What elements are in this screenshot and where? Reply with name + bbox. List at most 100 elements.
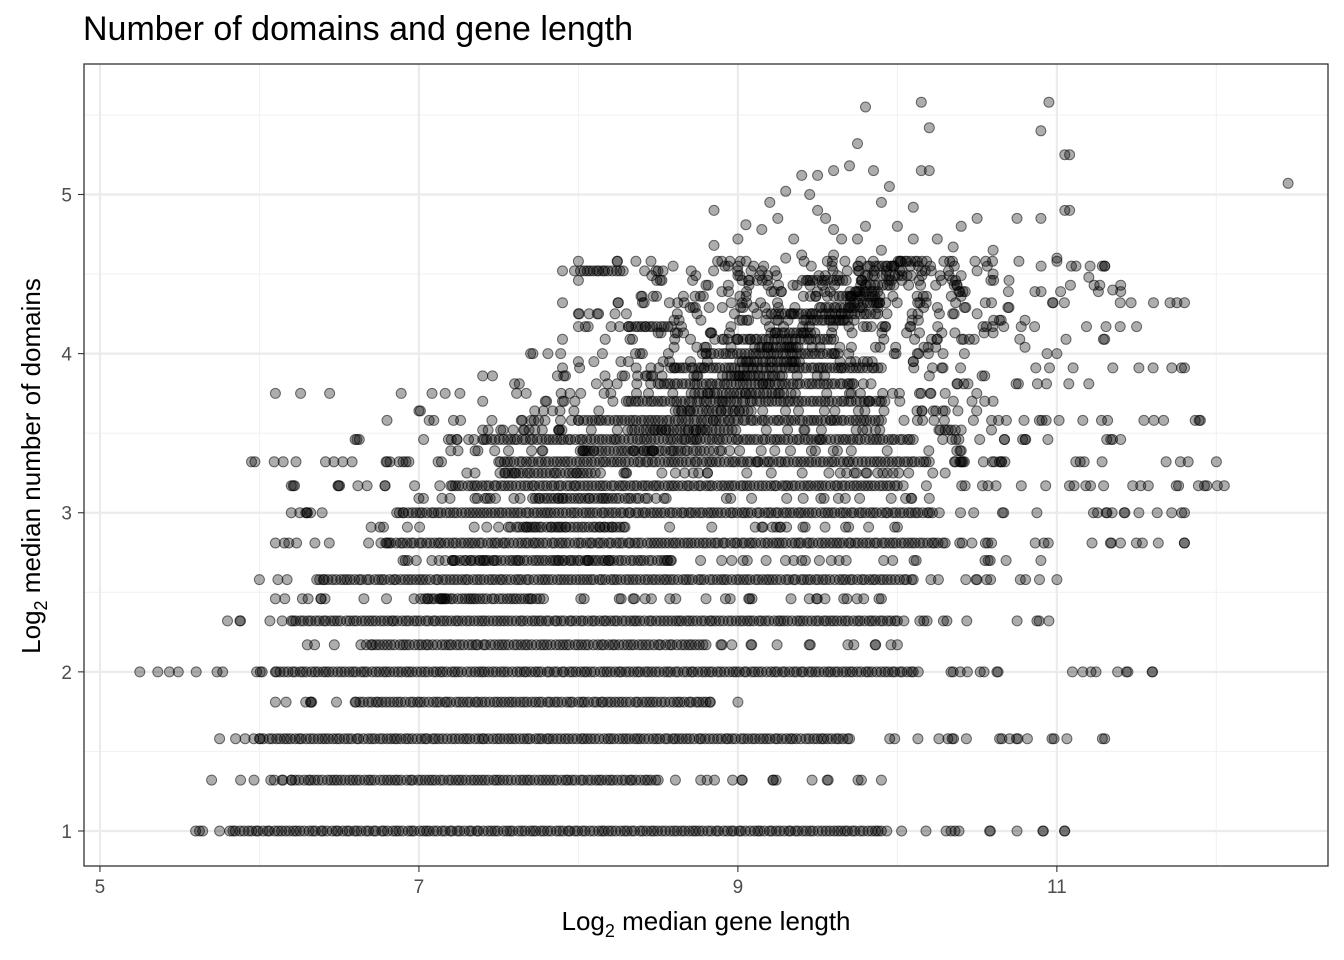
data-point bbox=[365, 521, 377, 533]
data-point bbox=[454, 639, 466, 651]
data-point bbox=[477, 424, 489, 436]
data-point bbox=[1066, 666, 1078, 678]
data-point bbox=[651, 290, 662, 302]
data-point bbox=[700, 639, 712, 651]
data-point bbox=[961, 666, 973, 678]
data-point bbox=[655, 327, 667, 339]
data-point bbox=[494, 774, 506, 786]
data-point bbox=[554, 521, 566, 533]
data-point bbox=[862, 666, 874, 678]
data-point bbox=[642, 666, 654, 678]
data-point bbox=[555, 348, 567, 360]
data-point bbox=[755, 445, 767, 457]
data-point bbox=[851, 666, 863, 678]
data-point bbox=[350, 774, 362, 786]
data-point bbox=[942, 424, 954, 436]
data-point bbox=[454, 696, 466, 708]
data-point bbox=[907, 666, 919, 678]
data-point bbox=[584, 492, 596, 504]
data-point bbox=[487, 370, 498, 382]
data-point bbox=[319, 593, 331, 605]
data-point bbox=[426, 387, 438, 399]
x-tick-label: 9 bbox=[733, 877, 744, 898]
data-point bbox=[269, 696, 281, 708]
data-point bbox=[520, 387, 532, 399]
data-point bbox=[923, 456, 935, 468]
data-point bbox=[1080, 480, 1092, 492]
data-point bbox=[1158, 414, 1170, 426]
data-point bbox=[741, 467, 753, 479]
data-point bbox=[822, 733, 833, 745]
data-point bbox=[323, 537, 335, 549]
data-point bbox=[880, 297, 892, 309]
data-point bbox=[774, 825, 786, 837]
data-point bbox=[479, 666, 491, 678]
data-point bbox=[419, 666, 431, 678]
data-point bbox=[406, 825, 417, 837]
data-point bbox=[1059, 825, 1071, 837]
data-point bbox=[955, 507, 966, 519]
data-point bbox=[974, 434, 986, 445]
data-point bbox=[1019, 314, 1031, 326]
data-point bbox=[605, 387, 617, 399]
data-point bbox=[352, 480, 364, 492]
data-point bbox=[640, 321, 652, 333]
data-point bbox=[1067, 362, 1079, 374]
data-point bbox=[1164, 297, 1176, 309]
data-point bbox=[554, 405, 566, 417]
data-point bbox=[701, 467, 713, 479]
data-point bbox=[746, 492, 758, 504]
data-point bbox=[816, 825, 828, 837]
data-points bbox=[134, 96, 1294, 837]
data-point bbox=[903, 467, 915, 479]
data-point bbox=[656, 424, 668, 436]
data-point bbox=[685, 356, 696, 368]
data-point bbox=[301, 639, 313, 651]
data-point bbox=[755, 297, 767, 309]
data-point bbox=[680, 733, 692, 745]
data-point bbox=[734, 290, 746, 302]
data-point bbox=[715, 639, 727, 651]
data-point bbox=[781, 521, 793, 533]
data-point bbox=[620, 395, 632, 407]
data-point bbox=[878, 405, 890, 417]
data-point bbox=[875, 362, 887, 374]
data-point bbox=[486, 414, 498, 426]
data-point bbox=[697, 290, 709, 302]
data-point bbox=[279, 593, 291, 605]
data-point bbox=[276, 615, 288, 627]
data-point bbox=[756, 224, 768, 235]
data-point bbox=[651, 733, 663, 745]
data-point bbox=[272, 825, 284, 837]
data-point bbox=[774, 387, 786, 399]
data-point bbox=[585, 666, 597, 678]
data-point bbox=[1114, 297, 1126, 309]
data-point bbox=[946, 434, 958, 445]
data-point bbox=[704, 733, 715, 745]
data-point bbox=[479, 774, 491, 786]
data-point bbox=[836, 233, 848, 245]
data-point bbox=[852, 138, 863, 150]
data-point bbox=[1142, 480, 1154, 492]
data-point bbox=[248, 733, 260, 745]
data-point bbox=[1099, 733, 1111, 745]
data-point bbox=[820, 212, 832, 224]
data-point bbox=[536, 424, 548, 436]
data-point bbox=[938, 414, 950, 426]
data-point bbox=[658, 492, 670, 504]
data-point bbox=[770, 825, 782, 837]
data-point bbox=[320, 456, 331, 468]
data-point bbox=[863, 521, 875, 533]
data-point bbox=[970, 574, 982, 586]
data-point bbox=[408, 593, 420, 605]
data-point bbox=[854, 492, 866, 504]
data-point bbox=[1166, 362, 1178, 374]
data-point bbox=[1147, 666, 1159, 678]
data-point bbox=[1083, 378, 1095, 390]
data-point bbox=[942, 733, 954, 745]
data-point bbox=[800, 733, 812, 745]
data-point bbox=[560, 639, 572, 651]
data-point bbox=[599, 555, 611, 566]
data-point bbox=[891, 615, 903, 627]
data-point bbox=[409, 480, 421, 492]
